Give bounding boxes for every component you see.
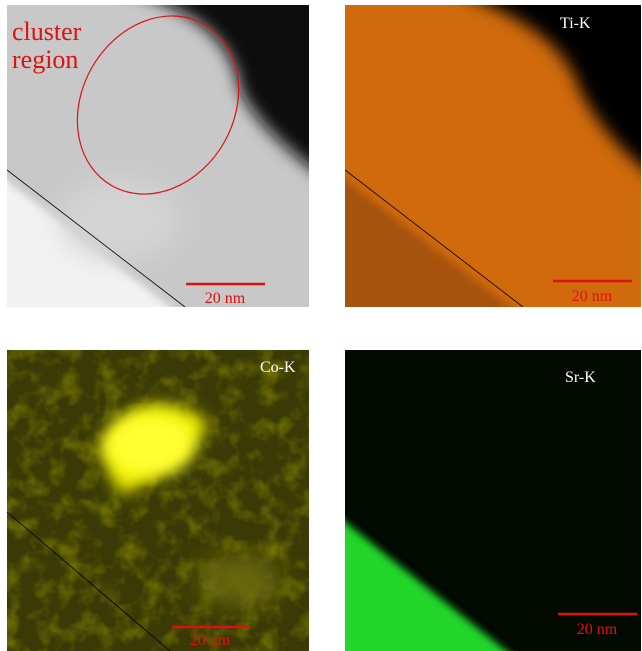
scale-label: 20 nm (577, 621, 618, 638)
panel-label: Co-K (260, 359, 296, 376)
scale-label: 20 nm (190, 632, 231, 649)
scale-label: 20 nm (572, 288, 613, 305)
scale-label: 20 nm (205, 290, 246, 307)
figure: cluster region 20 nm Ti-K 20 nm Co-K 20 … (0, 0, 642, 651)
panel-label: Ti-K (560, 15, 591, 32)
sr-map (330, 350, 641, 651)
panel-label: cluster (12, 17, 82, 46)
panel-label: region (12, 45, 78, 74)
panel-label: Sr-K (565, 369, 596, 386)
co-map (7, 350, 309, 651)
